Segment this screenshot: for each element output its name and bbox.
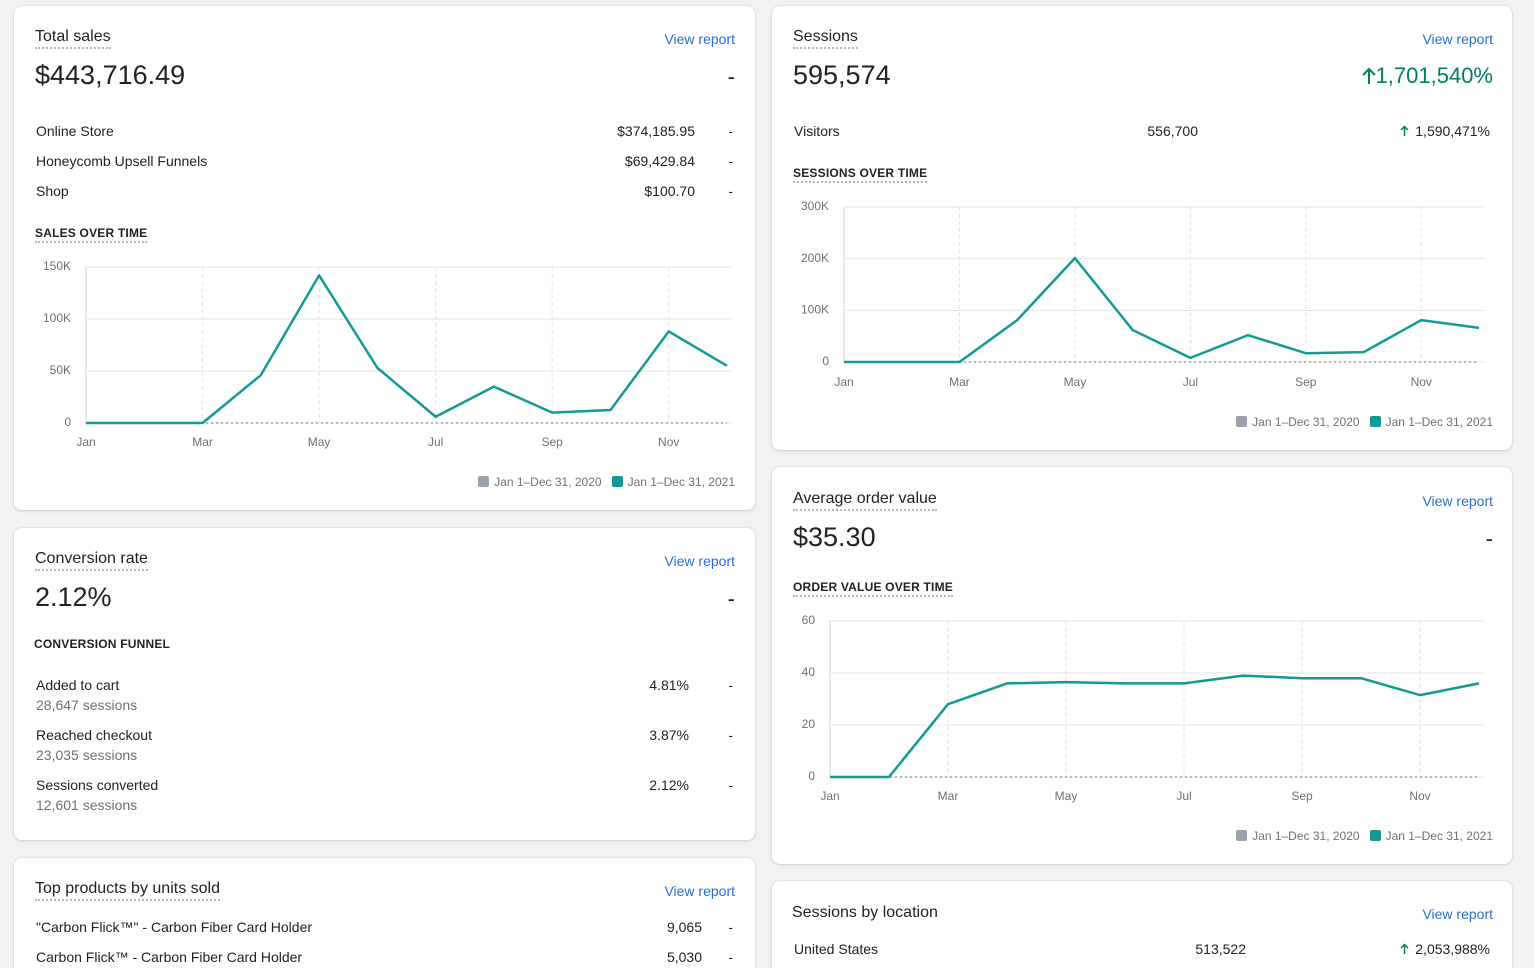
- chart-title: SESSIONS OVER TIME: [793, 165, 928, 183]
- card-title[interactable]: Conversion rate: [35, 549, 148, 571]
- row-change: -: [728, 677, 733, 693]
- legend-item: Jan 1–Dec 31, 2021: [1369, 414, 1493, 430]
- legend-swatch: [478, 476, 490, 487]
- change-text: 1,701,540%: [1375, 63, 1493, 88]
- up-arrow: [1361, 67, 1376, 84]
- row-label: Shop: [36, 183, 69, 199]
- view-report[interactable]: View report: [664, 553, 735, 569]
- row-value: $100.70: [644, 183, 695, 199]
- card-title[interactable]: Total sales: [35, 27, 111, 49]
- row-sub: 23,035 sessions: [36, 747, 138, 763]
- chart-title: SALES OVER TIME: [35, 225, 148, 243]
- row-value: $69,429.84: [624, 153, 695, 169]
- row-change: -: [728, 777, 733, 793]
- card-title[interactable]: Average order value: [793, 489, 937, 511]
- card: [14, 6, 755, 510]
- metric-change: 1,701,540%: [1361, 63, 1493, 88]
- metric-change: -: [727, 586, 735, 611]
- row-change: -: [728, 123, 733, 139]
- row-change: -: [728, 183, 733, 199]
- row-value: 4.81%: [649, 677, 689, 693]
- card: [772, 467, 1512, 864]
- card-title[interactable]: Top products by units sold: [35, 879, 220, 901]
- legend: Jan 1–Dec 31, 2020 Jan 1–Dec 31, 2021: [1236, 414, 1493, 430]
- legend: Jan 1–Dec 31, 2020 Jan 1–Dec 31, 2021: [478, 474, 735, 490]
- card: [14, 528, 755, 840]
- card: [772, 881, 1512, 968]
- metric-value: $35.30: [793, 522, 876, 552]
- legend-swatch: [1369, 830, 1381, 841]
- card-title: Sessions by location: [792, 904, 938, 921]
- up-arrow: [1400, 943, 1409, 954]
- legend-item: Jan 1–Dec 31, 2020: [478, 474, 602, 490]
- legend-label: Jan 1–Dec 31, 2021: [1385, 415, 1493, 429]
- metric-value: 2.12%: [35, 582, 112, 612]
- row-label: Added to cart: [36, 677, 120, 693]
- metric-change: -: [727, 64, 735, 89]
- row-change: -: [728, 727, 733, 743]
- view-report[interactable]: View report: [664, 883, 735, 899]
- legend-label: Jan 1–Dec 31, 2020: [1252, 829, 1360, 843]
- view-report[interactable]: View report: [1422, 31, 1493, 47]
- row-change: 2,053,988%: [1400, 939, 1490, 959]
- legend-swatch: [1236, 830, 1248, 841]
- metric-value: 595,574: [793, 60, 891, 90]
- row-change: -: [728, 919, 733, 935]
- row-label: Honeycomb Upsell Funnels: [36, 153, 208, 169]
- row-change: -: [728, 949, 733, 965]
- legend-item: Jan 1–Dec 31, 2020: [1236, 414, 1360, 430]
- legend: Jan 1–Dec 31, 2020 Jan 1–Dec 31, 2021: [1236, 828, 1493, 844]
- legend-swatch: [1236, 416, 1248, 427]
- row-label: Carbon Flick™ - Carbon Fiber Card Holder: [36, 949, 303, 965]
- row-change: 1,590,471%: [1400, 121, 1490, 141]
- legend-label: Jan 1–Dec 31, 2021: [627, 475, 735, 489]
- row-sub: 28,647 sessions: [36, 697, 138, 713]
- row-value: 556,700: [1147, 123, 1198, 139]
- row-value: 513,522: [1195, 941, 1246, 957]
- view-report[interactable]: View report: [664, 31, 735, 47]
- row-value: 5,030: [666, 949, 702, 965]
- card: [772, 6, 1512, 450]
- card-title[interactable]: Sessions: [793, 27, 858, 49]
- legend-swatch: [1369, 416, 1381, 427]
- row-change: -: [728, 153, 733, 169]
- row-value: 2.12%: [649, 777, 689, 793]
- row-label: United States: [794, 941, 879, 957]
- row-label: "Carbon Flick™" - Carbon Fiber Card Hold…: [36, 919, 313, 935]
- row-label: Visitors: [794, 123, 840, 139]
- change-text: 1,590,471%: [1415, 123, 1490, 139]
- legend-swatch: [611, 476, 623, 487]
- chart-title: ORDER VALUE OVER TIME: [793, 579, 953, 597]
- row-label: Online Store: [36, 123, 114, 139]
- up-arrow: [1400, 125, 1409, 136]
- row-value: 9,065: [666, 919, 702, 935]
- metric-change: -: [1485, 526, 1493, 551]
- row-label: Reached checkout: [36, 727, 152, 743]
- section-title: CONVERSION FUNNEL: [34, 637, 171, 651]
- legend-item: Jan 1–Dec 31, 2021: [611, 474, 735, 490]
- legend-item: Jan 1–Dec 31, 2021: [1369, 828, 1493, 844]
- view-report[interactable]: View report: [1422, 493, 1493, 509]
- view-report[interactable]: View report: [1422, 906, 1493, 922]
- row-value: $374,185.95: [617, 123, 695, 139]
- row-label: Sessions converted: [36, 777, 159, 793]
- legend-label: Jan 1–Dec 31, 2021: [1385, 829, 1493, 843]
- row-sub: 12,601 sessions: [36, 797, 138, 813]
- metric-value: $443,716.49: [35, 60, 186, 90]
- card: [14, 858, 755, 968]
- legend-label: Jan 1–Dec 31, 2020: [1252, 415, 1360, 429]
- change-text: 2,053,988%: [1415, 941, 1490, 957]
- legend-item: Jan 1–Dec 31, 2020: [1236, 828, 1360, 844]
- legend-label: Jan 1–Dec 31, 2020: [494, 475, 602, 489]
- row-value: 3.87%: [649, 727, 689, 743]
